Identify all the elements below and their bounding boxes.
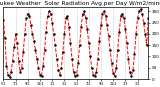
Title: Milwaukee Weather  Solar Radiation Avg per Day W/m2/minute: Milwaukee Weather Solar Radiation Avg pe…: [0, 1, 160, 6]
